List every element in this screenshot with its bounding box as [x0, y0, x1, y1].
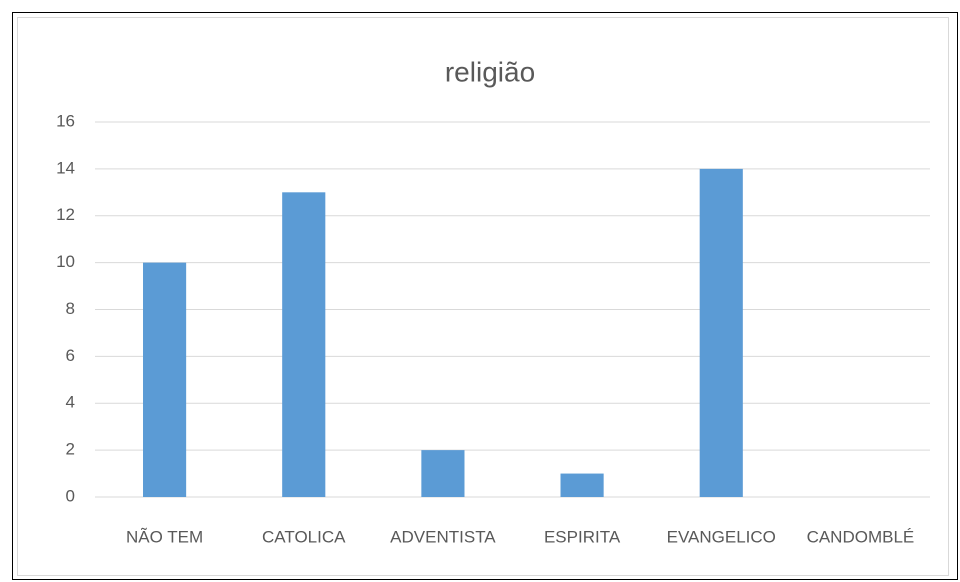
y-tick-label: 8	[66, 299, 75, 318]
x-tick-label: CANDOMBLÉ	[807, 527, 915, 546]
y-tick-label: 0	[66, 486, 75, 505]
y-tick-label: 6	[66, 346, 75, 365]
chart-title: religião	[445, 56, 535, 87]
bar	[421, 450, 465, 497]
y-tick-label: 4	[66, 393, 75, 412]
x-tick-label: NÃO TEM	[126, 527, 203, 546]
y-tick-label: 10	[56, 252, 75, 271]
x-tick-label: ESPIRITA	[544, 527, 621, 546]
bar	[699, 168, 743, 497]
bar	[282, 192, 326, 497]
x-tick-label: CATOLICA	[262, 527, 346, 546]
y-tick-label: 14	[56, 158, 75, 177]
chart-border	[17, 17, 949, 576]
y-tick-label: 2	[66, 440, 75, 459]
bar	[560, 473, 604, 497]
bar	[143, 262, 187, 497]
y-tick-label: 12	[56, 205, 75, 224]
y-tick-label: 16	[56, 111, 75, 130]
x-tick-label: EVANGELICO	[667, 527, 776, 546]
x-tick-label: ADVENTISTA	[390, 527, 496, 546]
